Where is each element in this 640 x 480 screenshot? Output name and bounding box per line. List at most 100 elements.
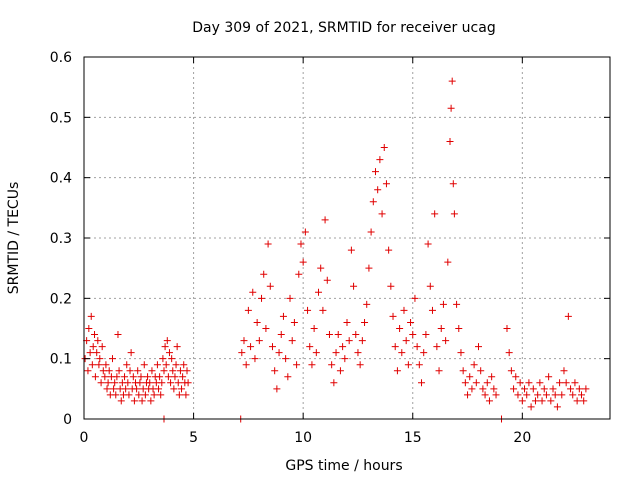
data-point — [175, 391, 183, 399]
data-point — [182, 391, 190, 399]
data-point — [449, 180, 457, 188]
data-point — [385, 246, 393, 254]
data-point — [277, 331, 285, 339]
data-point — [103, 385, 111, 393]
data-point — [160, 367, 168, 375]
data-point — [172, 361, 180, 369]
data-point — [510, 385, 518, 393]
data-point — [507, 367, 515, 375]
data-point — [387, 282, 395, 290]
data-point — [168, 355, 176, 363]
data-point — [492, 391, 500, 399]
data-point — [328, 361, 336, 369]
x-tick-label: 5 — [189, 430, 198, 446]
data-point — [253, 318, 261, 326]
data-point — [582, 385, 590, 393]
data-point — [339, 343, 347, 351]
data-point — [345, 337, 353, 345]
data-point — [330, 379, 338, 387]
data-point — [98, 343, 106, 351]
data-point — [114, 331, 122, 339]
y-tick-label: 0.3 — [50, 231, 72, 247]
y-axis-title: SRMTID / TECUs — [6, 182, 22, 295]
data-point — [180, 361, 188, 369]
data-point — [334, 331, 342, 339]
data-point — [558, 391, 566, 399]
data-point — [137, 373, 145, 381]
data-point — [240, 337, 248, 345]
data-point — [129, 373, 137, 381]
data-point — [556, 379, 564, 387]
data-point — [295, 270, 303, 278]
data-point — [133, 385, 141, 393]
data-point — [127, 349, 135, 357]
data-point — [102, 361, 110, 369]
data-point — [529, 385, 537, 393]
data-point — [247, 343, 255, 351]
data-point — [551, 391, 559, 399]
data-point — [150, 391, 158, 399]
data-point — [89, 343, 97, 351]
data-point — [262, 325, 270, 332]
data-point — [437, 325, 445, 332]
data-point — [238, 349, 246, 357]
data-point — [85, 325, 93, 332]
data-point — [547, 397, 555, 405]
data-point — [426, 282, 434, 290]
data-point — [376, 156, 384, 164]
data-point — [146, 379, 154, 387]
data-point — [101, 373, 109, 381]
data-point — [84, 367, 92, 375]
data-point — [86, 349, 94, 357]
data-point — [110, 385, 118, 393]
data-point — [398, 349, 406, 357]
data-point — [97, 379, 105, 387]
data-point — [391, 343, 399, 351]
data-point — [518, 397, 526, 405]
data-point — [161, 343, 169, 351]
data-point — [358, 337, 366, 345]
data-point — [251, 355, 259, 363]
data-point — [319, 306, 327, 314]
data-point — [317, 264, 325, 272]
data-point — [249, 288, 257, 296]
data-point — [354, 349, 362, 357]
x-tick-label: 10 — [294, 430, 312, 446]
data-point — [91, 331, 99, 339]
data-point — [315, 288, 323, 296]
data-point — [153, 361, 161, 369]
data-point — [321, 216, 329, 224]
data-point — [156, 373, 164, 381]
data-point — [573, 397, 581, 405]
data-point — [503, 325, 511, 332]
data-point — [122, 385, 130, 393]
data-point — [389, 312, 397, 320]
data-point — [369, 198, 377, 206]
data-point — [468, 385, 476, 393]
data-point — [123, 361, 131, 369]
data-point — [165, 349, 173, 357]
data-point — [431, 210, 439, 218]
data-point — [173, 343, 181, 351]
data-point — [459, 367, 467, 375]
data-point — [308, 361, 316, 369]
data-point — [105, 367, 113, 375]
data-point — [124, 379, 132, 387]
data-point — [514, 391, 522, 399]
data-markers — [81, 77, 590, 423]
data-point — [275, 349, 283, 357]
data-point — [299, 258, 307, 266]
data-point — [260, 270, 268, 278]
data-point — [130, 397, 138, 405]
data-point — [144, 373, 152, 381]
x-tick-label: 20 — [513, 430, 531, 446]
data-point — [96, 355, 104, 363]
data-point — [264, 240, 272, 248]
data-point — [549, 385, 557, 393]
data-point — [178, 385, 186, 393]
data-point — [538, 397, 546, 405]
data-point — [365, 264, 373, 272]
data-point — [170, 385, 178, 393]
data-point — [490, 385, 498, 393]
data-point — [126, 367, 134, 375]
